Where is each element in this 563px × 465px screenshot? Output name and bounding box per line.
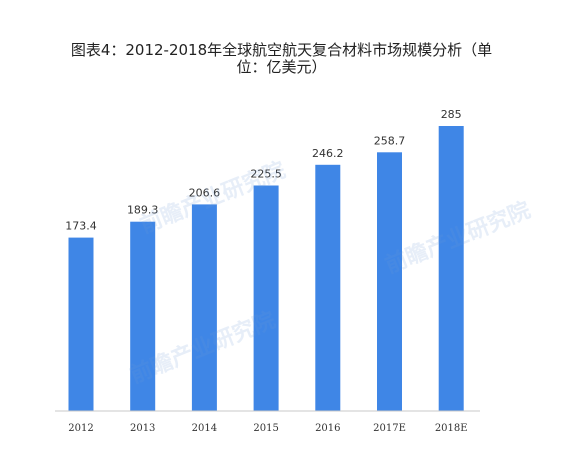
x-tick-2013: 2013	[130, 423, 155, 434]
value-label-2016: 246.2	[312, 147, 344, 160]
value-label-2014: 206.6	[189, 186, 221, 199]
bar-2013	[130, 221, 156, 411]
x-tick-2012: 2012	[68, 423, 93, 434]
x-tick-2014: 2014	[192, 423, 217, 434]
value-label-2012: 173.4	[65, 220, 97, 233]
value-label-2017E: 258.7	[374, 134, 406, 147]
value-label-2013: 189.3	[127, 204, 159, 217]
bar-2018E	[438, 126, 464, 411]
bar-2014	[191, 204, 217, 411]
x-tick-2015: 2015	[253, 423, 278, 434]
value-labels-group: 173.4 189.3 206.6 225.5 246.2 258.7 285	[65, 108, 461, 233]
x-tick-2016: 2016	[315, 423, 340, 434]
bar-2015	[253, 185, 279, 411]
x-tick-2017E: 2017E	[373, 423, 406, 434]
bar-2016	[315, 164, 341, 411]
value-label-2018E: 285	[441, 108, 462, 121]
chart-title: 图表4：2012-2018年全球航空航天复合材料市场规模分析（单 位：亿美元）	[70, 41, 493, 76]
bar-2012	[68, 237, 94, 411]
bar-2017E	[377, 152, 402, 412]
value-label-2015: 225.5	[250, 168, 282, 181]
x-tick-labels-group: 2012 2013 2014 2015 2016 2017E 2018E	[68, 423, 467, 434]
bars-group	[68, 126, 464, 412]
x-tick-2018E: 2018E	[435, 423, 468, 434]
